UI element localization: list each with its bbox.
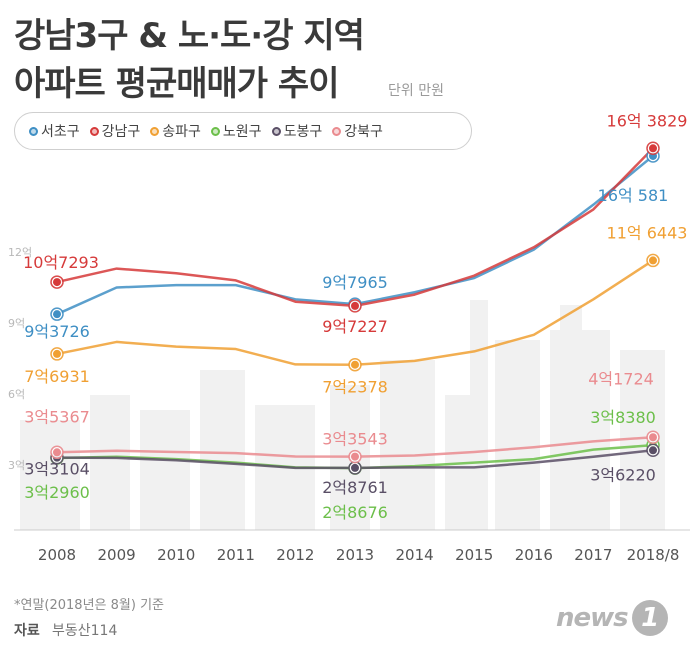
data-label: 9억3726 — [24, 322, 90, 341]
data-point — [351, 301, 359, 310]
data-label: 16억 581 — [598, 186, 669, 205]
title-line-1: 강남3구 & 노·도·강 지역 — [14, 16, 365, 56]
legend-marker — [210, 126, 220, 136]
x-tick-label: 2015 — [455, 546, 493, 564]
legend-item: 강남구 — [89, 121, 141, 141]
data-label: 7억2378 — [322, 378, 388, 397]
data-label: 3억8380 — [590, 408, 656, 427]
legend-label: 강남구 — [101, 124, 141, 140]
x-tick-label: 2017 — [574, 546, 612, 564]
skyline-building — [200, 370, 245, 530]
legend-label: 노원구 — [222, 124, 262, 140]
legend-marker — [29, 126, 38, 136]
x-tick-label: 2014 — [396, 546, 434, 564]
logo-text: news — [556, 603, 629, 633]
skyline-building — [20, 420, 80, 530]
data-label: 9억7227 — [322, 317, 388, 336]
data-point — [649, 446, 657, 455]
x-tick-label: 2012 — [276, 546, 314, 564]
legend-label: 서초구 — [41, 124, 80, 140]
data-label: 3억6220 — [590, 465, 656, 484]
data-point — [53, 349, 61, 358]
data-point — [53, 448, 61, 457]
skyline-building — [140, 410, 190, 530]
legend-item: 강북구 — [332, 121, 383, 141]
data-label: 3억2960 — [24, 483, 90, 502]
data-point — [649, 144, 657, 153]
data-label: 7억6931 — [24, 367, 90, 386]
legend-label: 도봉구 — [283, 124, 323, 140]
unit-label: 단위 만원 — [388, 83, 444, 99]
data-label: 10억7293 — [23, 253, 99, 272]
source-value: 부동산114 — [52, 623, 118, 639]
data-label: 3억3104 — [24, 460, 90, 479]
footnote: *연말(2018년은 8월) 기준 — [14, 598, 164, 613]
legend-item: 송파구 — [150, 121, 201, 141]
x-tick-label: 2013 — [336, 546, 374, 564]
legend-marker — [271, 126, 281, 136]
legend-label: 송파구 — [162, 124, 201, 140]
x-tick-label: 2018/8 — [627, 546, 680, 564]
legend: 서초구 강남구 송파구 노원구 도봉구 강북구 — [14, 112, 472, 150]
x-tick-label: 2009 — [98, 546, 136, 564]
data-label: 3억5367 — [24, 407, 90, 426]
data-label: 16억 3829 — [607, 111, 688, 130]
legend-item: 노원구 — [210, 121, 262, 141]
data-label: 9억7965 — [322, 273, 388, 292]
y-tick-label: 9억 — [8, 317, 25, 330]
legend-item: 서초구 — [29, 121, 80, 141]
skyline-building — [495, 340, 540, 530]
data-point — [351, 463, 359, 472]
data-label: 2억8676 — [322, 503, 388, 522]
x-tick-label: 2008 — [38, 546, 76, 564]
legend-marker — [332, 126, 342, 136]
y-tick-label: 6억 — [8, 388, 25, 401]
legend-marker — [150, 126, 160, 136]
line-chart: 3억 6억 9억 12억 2008 2009 2010 2011 2012 2013 2014 201… — [8, 111, 690, 564]
x-tick-label: 2011 — [217, 546, 255, 564]
skyline-building — [90, 395, 130, 530]
news1-logo: news 1 — [556, 600, 668, 636]
data-point — [53, 278, 61, 287]
skyline-building — [470, 300, 488, 530]
data-label: 4억1724 — [588, 369, 654, 388]
legend-label: 강북구 — [344, 124, 383, 140]
data-point — [351, 452, 359, 461]
x-tick-label: 2010 — [157, 546, 195, 564]
legend-marker — [89, 126, 99, 136]
data-label: 2억8761 — [322, 478, 388, 497]
data-label: 11억 6443 — [607, 223, 688, 242]
skyline-building — [560, 305, 582, 530]
data-point — [649, 433, 657, 442]
source-label: 자료 — [14, 623, 40, 639]
data-point — [351, 360, 359, 369]
legend-item: 도봉구 — [271, 121, 323, 141]
data-point — [649, 256, 657, 265]
skyline-building — [380, 360, 435, 530]
y-tick-label: 3억 — [8, 459, 25, 472]
x-tick-label: 2016 — [515, 546, 553, 564]
title-line-2: 아파트 평균매매가 추이 — [14, 64, 339, 104]
logo-number: 1 — [631, 600, 668, 636]
y-tick-label: 12억 — [8, 246, 32, 259]
data-point — [53, 310, 61, 319]
data-label: 3억3543 — [322, 430, 388, 449]
